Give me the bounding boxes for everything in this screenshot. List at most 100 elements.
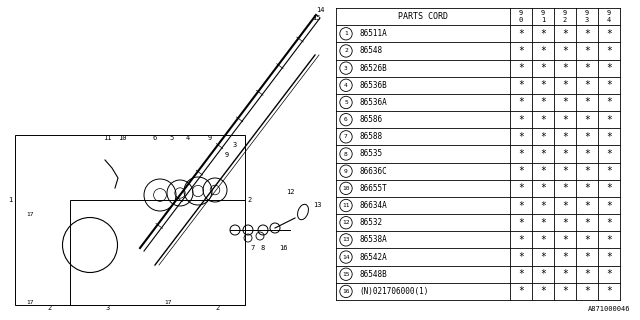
Text: *: * — [606, 252, 612, 262]
Text: 0: 0 — [519, 17, 523, 23]
Text: 13: 13 — [313, 202, 321, 208]
Text: *: * — [584, 80, 590, 90]
Text: *: * — [584, 269, 590, 279]
Text: *: * — [518, 235, 524, 245]
Text: *: * — [540, 29, 546, 39]
Text: *: * — [540, 183, 546, 193]
Text: 12: 12 — [286, 189, 294, 195]
Text: *: * — [562, 149, 568, 159]
Text: *: * — [606, 149, 612, 159]
Text: *: * — [584, 98, 590, 108]
Text: 86511A: 86511A — [359, 29, 387, 38]
Text: 2: 2 — [48, 305, 52, 311]
Text: *: * — [540, 63, 546, 73]
Text: 86536B: 86536B — [359, 81, 387, 90]
Text: 4: 4 — [186, 135, 190, 141]
Text: *: * — [518, 166, 524, 176]
Text: *: * — [584, 149, 590, 159]
Text: 14: 14 — [316, 7, 324, 13]
Text: *: * — [606, 218, 612, 228]
Text: *: * — [562, 235, 568, 245]
Text: *: * — [518, 218, 524, 228]
Bar — [70, 200, 245, 305]
Text: *: * — [518, 286, 524, 296]
Text: 5: 5 — [344, 100, 348, 105]
Text: *: * — [562, 80, 568, 90]
Text: 2: 2 — [563, 17, 567, 23]
Text: 86538A: 86538A — [359, 236, 387, 244]
Text: 86548B: 86548B — [359, 270, 387, 279]
Text: *: * — [584, 252, 590, 262]
Text: 16: 16 — [342, 289, 349, 294]
Text: *: * — [584, 183, 590, 193]
Text: 17: 17 — [164, 300, 172, 305]
Text: 4: 4 — [607, 17, 611, 23]
Text: 9: 9 — [208, 135, 212, 141]
Text: 2: 2 — [216, 305, 220, 311]
Text: 86536A: 86536A — [359, 98, 387, 107]
Text: *: * — [518, 149, 524, 159]
Text: *: * — [606, 80, 612, 90]
Text: 3: 3 — [233, 142, 237, 148]
Text: *: * — [540, 201, 546, 211]
Text: *: * — [518, 183, 524, 193]
Text: *: * — [518, 269, 524, 279]
Text: *: * — [584, 63, 590, 73]
Text: 86588: 86588 — [359, 132, 382, 141]
Text: *: * — [606, 46, 612, 56]
Text: 15: 15 — [342, 272, 349, 277]
Text: *: * — [584, 29, 590, 39]
Text: 86542A: 86542A — [359, 252, 387, 261]
Text: 8: 8 — [261, 245, 265, 251]
Text: *: * — [584, 166, 590, 176]
Text: *: * — [562, 252, 568, 262]
Text: 14: 14 — [342, 254, 349, 260]
Text: *: * — [562, 29, 568, 39]
Text: 7: 7 — [251, 245, 255, 251]
Text: *: * — [584, 286, 590, 296]
Text: *: * — [606, 235, 612, 245]
Text: *: * — [562, 218, 568, 228]
Text: *: * — [562, 201, 568, 211]
Text: 4: 4 — [344, 83, 348, 88]
Text: *: * — [562, 98, 568, 108]
Text: 86535: 86535 — [359, 149, 382, 158]
Text: *: * — [606, 166, 612, 176]
Text: 3: 3 — [106, 305, 110, 311]
Text: *: * — [518, 132, 524, 142]
Text: 5: 5 — [170, 135, 174, 141]
Text: 3: 3 — [344, 66, 348, 71]
Text: (N)021706000(1): (N)021706000(1) — [359, 287, 428, 296]
Text: *: * — [540, 286, 546, 296]
Text: *: * — [562, 286, 568, 296]
Text: 9: 9 — [519, 11, 523, 17]
Text: *: * — [540, 149, 546, 159]
Text: 10: 10 — [118, 135, 126, 141]
Text: *: * — [518, 115, 524, 125]
Text: 9: 9 — [607, 11, 611, 17]
Text: *: * — [606, 183, 612, 193]
Text: *: * — [540, 166, 546, 176]
Text: 86548: 86548 — [359, 46, 382, 55]
Text: *: * — [606, 115, 612, 125]
Text: 10: 10 — [342, 186, 349, 191]
Text: 8: 8 — [344, 151, 348, 156]
Text: 9: 9 — [563, 11, 567, 17]
Text: 9: 9 — [344, 169, 348, 174]
Text: *: * — [584, 201, 590, 211]
Text: 9: 9 — [225, 152, 229, 158]
Text: 86634A: 86634A — [359, 201, 387, 210]
Text: *: * — [562, 132, 568, 142]
Text: A871000046: A871000046 — [588, 306, 630, 312]
Text: 12: 12 — [342, 220, 349, 225]
Text: 1: 1 — [8, 197, 12, 203]
Text: *: * — [540, 235, 546, 245]
Text: *: * — [540, 98, 546, 108]
Text: *: * — [562, 115, 568, 125]
Text: 3: 3 — [585, 17, 589, 23]
Text: *: * — [518, 63, 524, 73]
Text: *: * — [562, 46, 568, 56]
Text: *: * — [540, 132, 546, 142]
Text: *: * — [562, 166, 568, 176]
Text: *: * — [606, 201, 612, 211]
